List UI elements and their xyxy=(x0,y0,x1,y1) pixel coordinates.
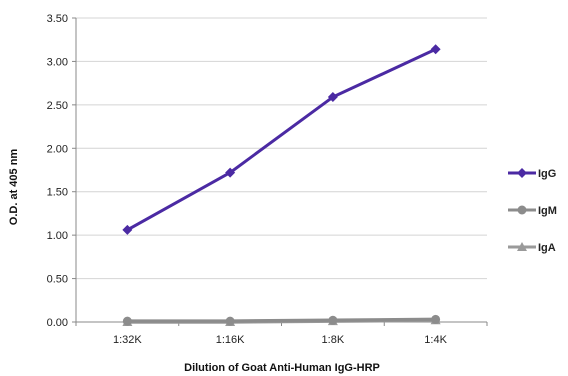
data-point-igg xyxy=(122,224,133,235)
data-point-igm xyxy=(431,314,441,324)
axes xyxy=(72,17,488,326)
y-tick-label: 3.50 xyxy=(47,13,68,25)
x-tick-label: 1:8K xyxy=(322,334,345,346)
y-tick-labels: 0.00 0.50 1.00 1.50 2.00 2.50 3.00 3.50 xyxy=(47,13,68,329)
data-point-igg xyxy=(225,167,236,178)
y-tick-label: 0.00 xyxy=(47,317,68,329)
x-axis-title: Dilution of Goat Anti-Human IgG-HRP xyxy=(184,362,380,374)
data-point-igm xyxy=(328,315,338,325)
x-tick-label: 1:4K xyxy=(424,334,447,346)
legend-marker-iga xyxy=(517,242,527,251)
y-tick-label: 1.00 xyxy=(47,230,68,242)
y-tick-label: 0.50 xyxy=(47,274,68,286)
legend-marker-igg xyxy=(517,168,527,178)
y-tick-label: 2.00 xyxy=(47,143,68,155)
series-line-igm xyxy=(127,317,436,323)
y-tick-label: 1.50 xyxy=(47,187,68,199)
y-tick-label: 3.00 xyxy=(47,56,68,68)
data-point-igm xyxy=(122,316,132,326)
data-point-igg xyxy=(327,92,338,103)
data-point-igm xyxy=(225,316,235,326)
x-tick-label: 1:32K xyxy=(113,334,142,346)
x-tick-label: 1:16K xyxy=(216,334,245,346)
grid-lines xyxy=(76,17,487,280)
series-lines xyxy=(122,44,441,326)
y-tick-label: 2.50 xyxy=(47,100,68,112)
legend-label-igm: IgM xyxy=(538,205,557,217)
legend-label-igg: IgG xyxy=(538,168,556,180)
data-point-igg xyxy=(430,44,441,55)
legend: IgG IgM IgA xyxy=(508,168,557,254)
series-line-igg xyxy=(126,47,437,232)
legend-label-iga: IgA xyxy=(538,242,556,254)
legend-marker-igm xyxy=(517,205,527,215)
x-tick-labels: 1:32K 1:16K 1:8K 1:4K xyxy=(113,334,448,346)
y-axis-title: O.D. at 405 nm xyxy=(8,149,20,226)
